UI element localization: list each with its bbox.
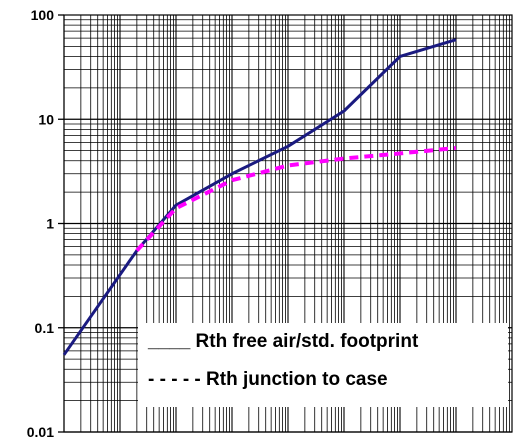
legend-entry-free-air: ____ Rth free air/std. footprint (147, 331, 419, 352)
series-junction-to-case-line (135, 145, 457, 252)
y-tick-label: 0.01 (27, 424, 54, 438)
y-tick-label: 10 (38, 111, 54, 127)
y-tick-label: 0.1 (35, 320, 55, 336)
y-axis: 100 10 1 0.1 0.01 (27, 7, 64, 438)
legend-box (138, 323, 508, 407)
series (62, 38, 457, 356)
series-free-air-line (62, 38, 457, 356)
y-tick-label: 1 (46, 216, 54, 232)
legend-entry-junction-case: - - - - - Rth junction to case (148, 369, 388, 390)
legend: ____ Rth free air/std. footprint - - - -… (138, 323, 508, 407)
y-tick-label: 100 (31, 7, 55, 23)
